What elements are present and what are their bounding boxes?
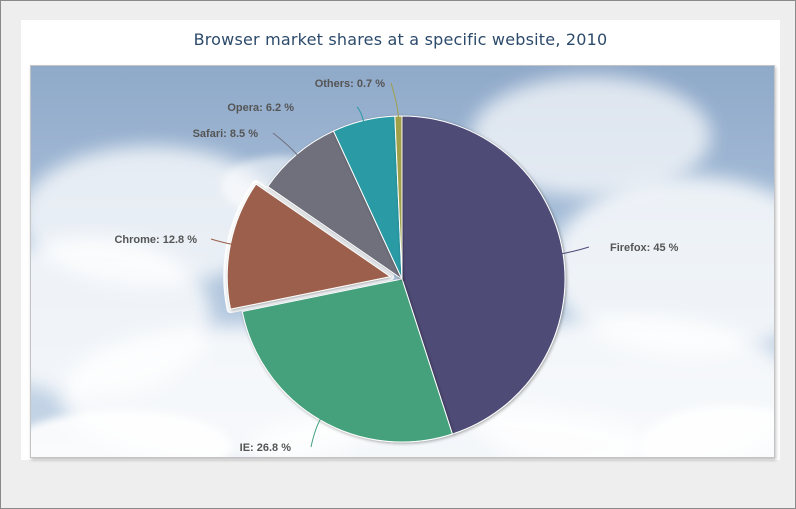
connector-others: [390, 82, 399, 120]
connector-ie: [310, 416, 322, 448]
pie-labels: Firefox: 45 % IE: 26.8 % Chrome: 12.8 % Saf…: [114, 78, 678, 454]
data-label-others: Others: 0.7 %: [315, 78, 386, 90]
connector-firefox: [559, 246, 590, 255]
chart-title: Browser market shares at a specific webs…: [193, 30, 608, 49]
chart-panel: Browser market shares at a specific webs…: [21, 20, 780, 460]
data-label-firefox: Firefox: 45 %: [610, 242, 679, 254]
data-label-opera: Opera: 6.2 %: [227, 102, 294, 114]
pie-connectors: [210, 82, 590, 448]
connector-opera: [356, 106, 365, 124]
plot-area: Firefox: 45 % IE: 26.8 % Chrome: 12.8 % Saf…: [30, 65, 775, 458]
data-label-ie: IE: 26.8 %: [240, 442, 292, 454]
data-label-safari: Safari: 8.5 %: [193, 128, 259, 140]
connector-chrome: [210, 238, 234, 246]
pie-chart: Firefox: 45 % IE: 26.8 % Chrome: 12.8 % Saf…: [31, 66, 774, 457]
data-label-chrome: Chrome: 12.8 %: [114, 234, 197, 246]
connector-safari: [272, 132, 300, 158]
pie-slices: [223, 115, 566, 443]
